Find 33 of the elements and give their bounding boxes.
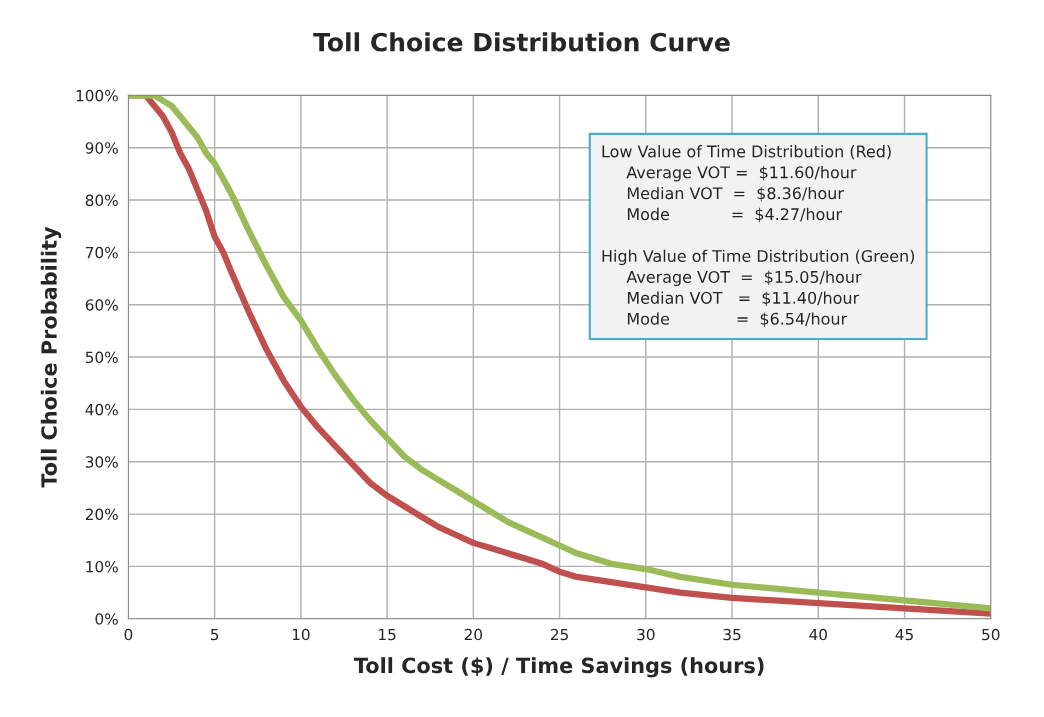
x-tick-label: 50 [982, 628, 1000, 641]
y-tick-label: 50% [85, 351, 118, 364]
y-tick-label: 90% [85, 142, 118, 154]
annotation: Average VOT = $11.60/hour [626, 166, 857, 182]
x-tick-label: 5 [210, 628, 219, 641]
x-tick-label: 40 [809, 628, 827, 641]
annotation: Median VOT = $8.36/hour [627, 186, 844, 202]
y-axis-title: Toll Choice Probability [40, 226, 62, 488]
x-tick-label: 15 [379, 628, 396, 641]
chart-title: Toll Choice Distribution Curve [313, 32, 730, 52]
x-tick-label: 45 [895, 628, 913, 641]
y-tick-label: 100% [76, 89, 118, 102]
x-tick-label: 30 [637, 628, 655, 641]
x-tick-label: 35 [723, 628, 741, 641]
annotation: Low Value of Time Distribution (Red) [602, 145, 891, 160]
x-tick-label: 25 [550, 628, 568, 641]
y-tick-label: 60% [85, 299, 118, 311]
y-tick-label: 70% [85, 246, 118, 259]
annotation: Average VOT = $15.05/hour [626, 270, 862, 287]
y-tick-label: 20% [85, 508, 118, 521]
x-tick-label: 0 [124, 628, 133, 641]
annotation: Mode = $6.54/hour [627, 312, 848, 327]
x-tick-label: 10 [292, 628, 310, 641]
annotation: High Value of Time Distribution (Green) [602, 249, 915, 266]
y-tick-label: 0% [95, 613, 118, 625]
y-tick-label: 30% [85, 456, 118, 468]
x-tick-label: 20 [464, 628, 483, 641]
annotation: Median VOT = $11.40/hour [627, 291, 860, 307]
x-axis-title: Toll Cost ($) / Time Savings (hours) [353, 657, 764, 678]
y-tick-label: 10% [86, 560, 118, 573]
y-tick-label: 80% [85, 194, 118, 207]
y-tick-label: 40% [85, 403, 118, 416]
annotation: Mode = $4.27/hour [627, 207, 843, 223]
